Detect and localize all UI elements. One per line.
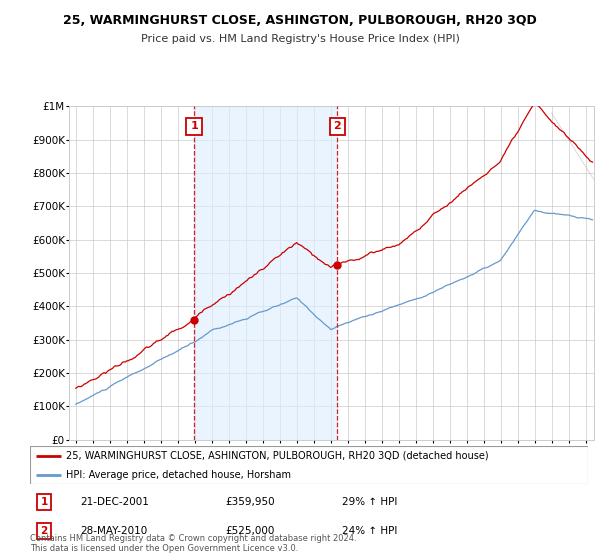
Text: 1: 1 (40, 497, 47, 507)
Text: £525,000: £525,000 (226, 526, 275, 536)
Text: 25, WARMINGHURST CLOSE, ASHINGTON, PULBOROUGH, RH20 3QD: 25, WARMINGHURST CLOSE, ASHINGTON, PULBO… (63, 14, 537, 27)
Text: 2: 2 (40, 526, 47, 536)
Text: 29% ↑ HPI: 29% ↑ HPI (343, 497, 398, 507)
Text: Contains HM Land Registry data © Crown copyright and database right 2024.
This d: Contains HM Land Registry data © Crown c… (30, 534, 356, 553)
Text: £359,950: £359,950 (226, 497, 275, 507)
Text: Price paid vs. HM Land Registry's House Price Index (HPI): Price paid vs. HM Land Registry's House … (140, 34, 460, 44)
Bar (194, 106, 337, 440)
FancyBboxPatch shape (30, 446, 588, 484)
Text: HPI: Average price, detached house, Horsham: HPI: Average price, detached house, Hors… (66, 470, 291, 480)
Text: 1: 1 (190, 122, 198, 132)
Text: 2: 2 (334, 122, 341, 132)
Text: 21-DEC-2001: 21-DEC-2001 (80, 497, 149, 507)
Text: 28-MAY-2010: 28-MAY-2010 (80, 526, 148, 536)
Text: 24% ↑ HPI: 24% ↑ HPI (343, 526, 398, 536)
Text: 25, WARMINGHURST CLOSE, ASHINGTON, PULBOROUGH, RH20 3QD (detached house): 25, WARMINGHURST CLOSE, ASHINGTON, PULBO… (66, 451, 489, 461)
